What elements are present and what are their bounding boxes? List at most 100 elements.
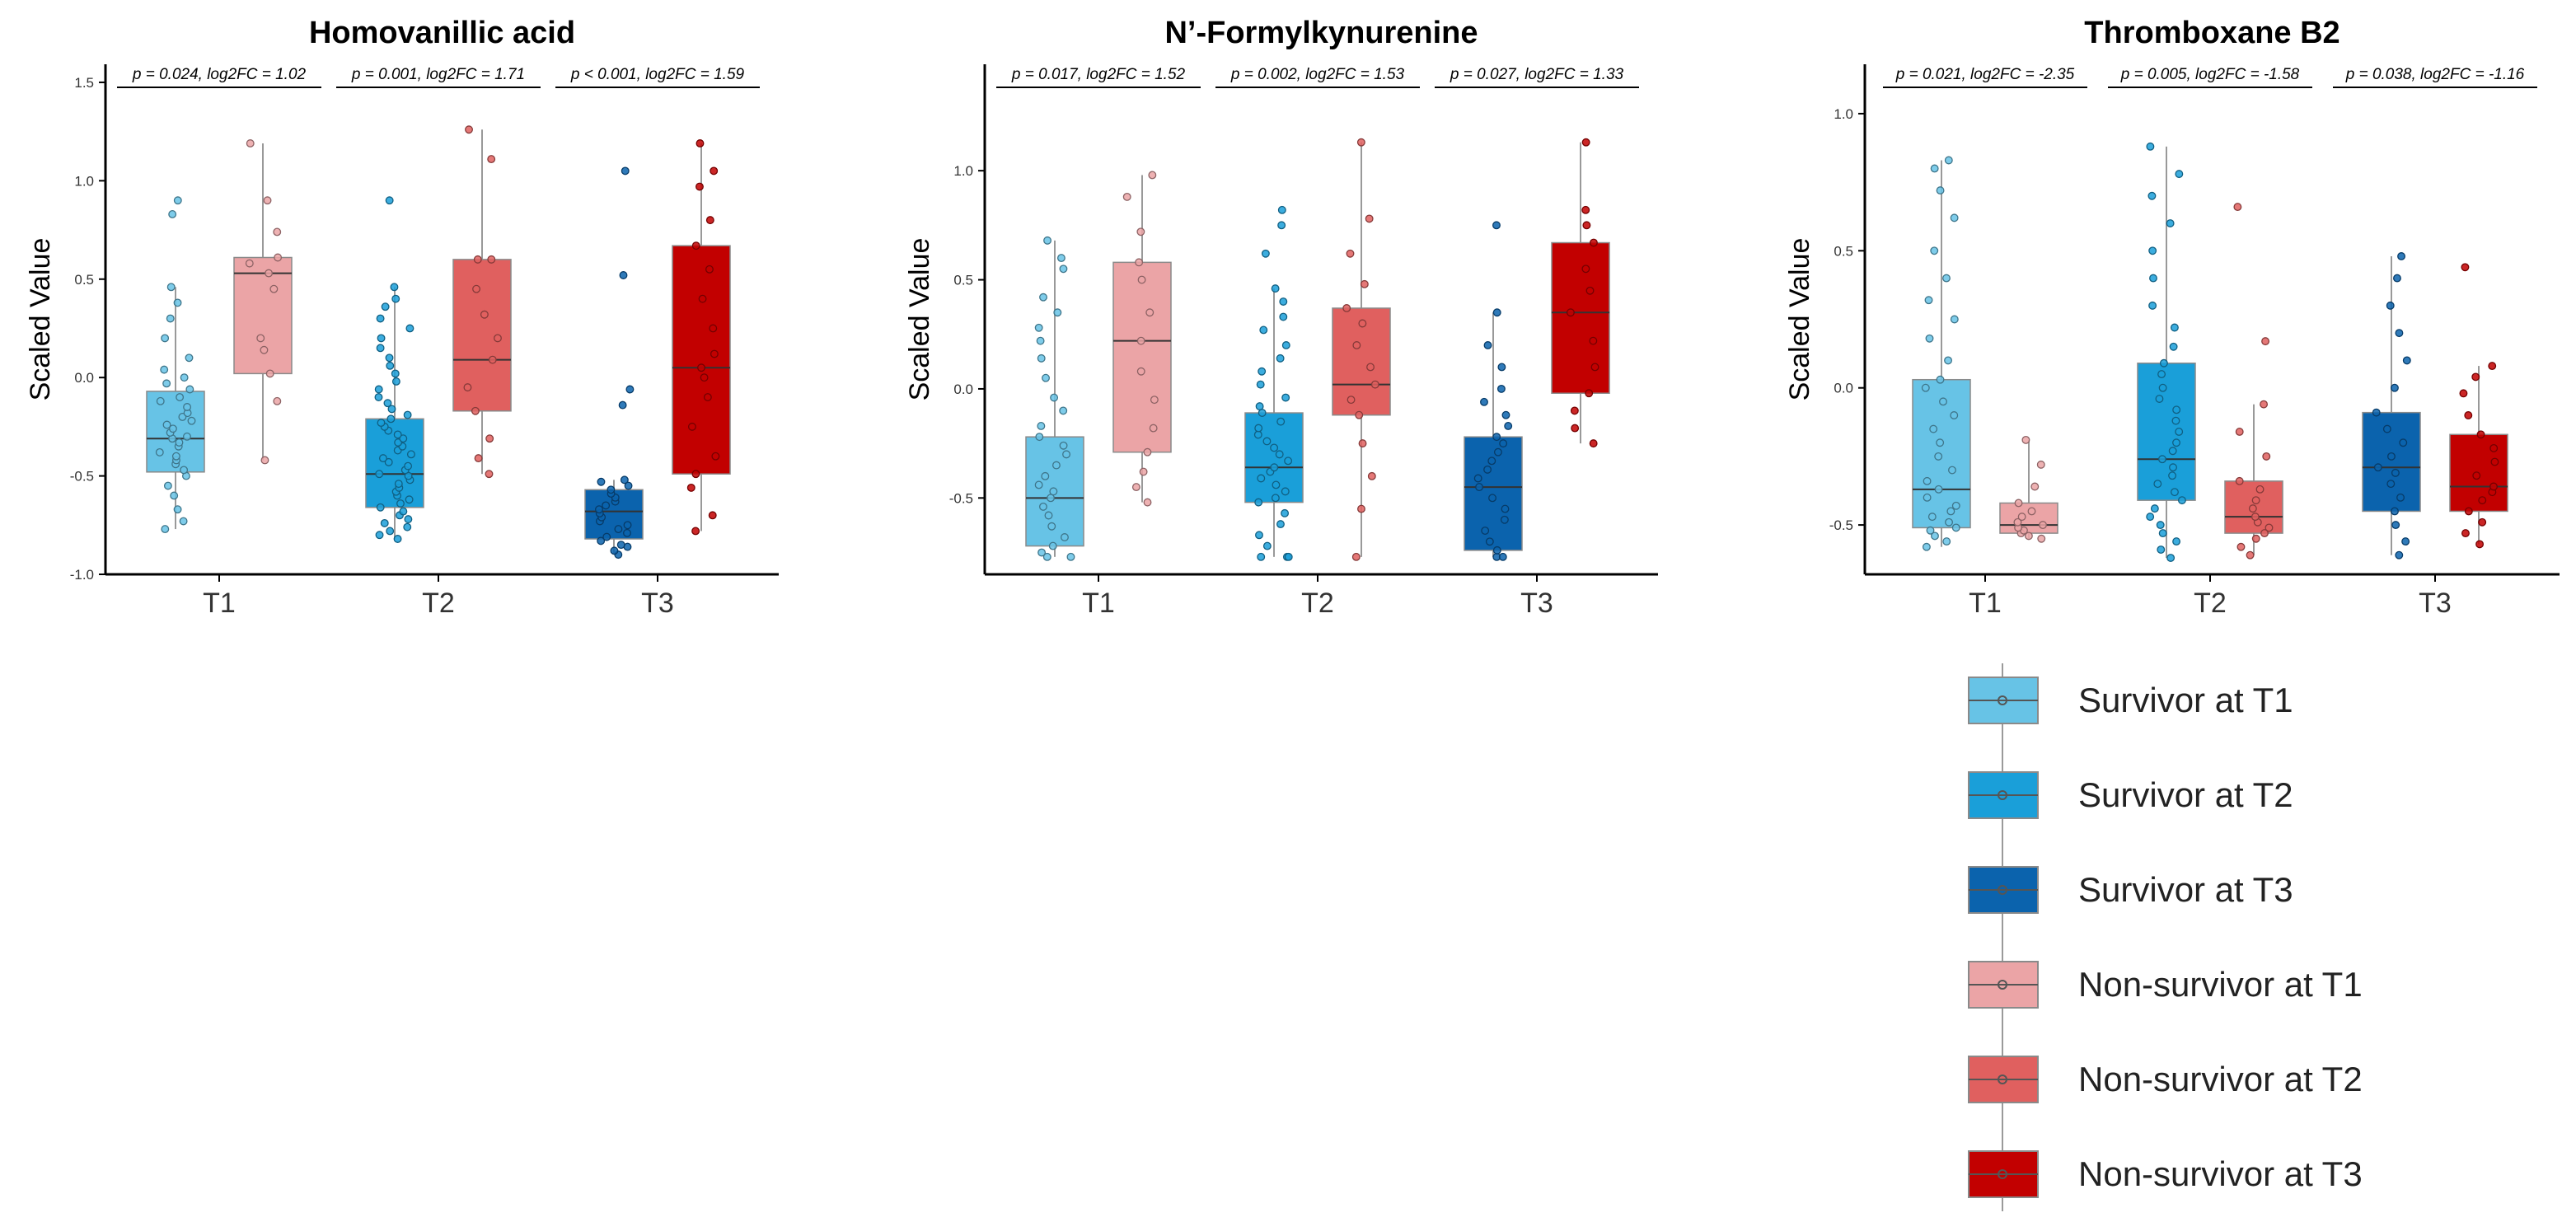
data-point <box>2158 383 2167 392</box>
data-point <box>2472 471 2481 480</box>
data-point <box>2395 550 2404 559</box>
data-point <box>710 166 719 176</box>
data-point <box>1581 138 1590 147</box>
data-point <box>173 505 182 514</box>
box-iqr <box>2137 363 2196 501</box>
data-point <box>374 393 383 402</box>
data-point <box>691 470 700 479</box>
chart-title: Thromboxane B2 <box>2084 16 2339 50</box>
legend-point-marker <box>1998 790 2007 800</box>
data-point <box>1356 138 1365 147</box>
data-point <box>1950 213 1959 222</box>
data-point <box>1281 393 1290 402</box>
data-point <box>616 541 625 550</box>
data-point <box>2382 424 2391 433</box>
data-point <box>625 385 635 394</box>
data-point <box>2146 513 2155 522</box>
legend-point-marker <box>1998 980 2007 990</box>
data-point <box>595 505 603 514</box>
data-point <box>1930 164 1939 173</box>
data-point <box>623 521 632 530</box>
data-point <box>1150 396 1159 405</box>
data-point <box>2175 428 2184 436</box>
data-point <box>1143 447 1152 456</box>
data-point <box>1945 517 1953 527</box>
data-point <box>1360 279 1369 288</box>
data-point <box>2391 468 2400 477</box>
data-point <box>485 434 494 443</box>
x-tick-label: T3 <box>641 588 674 619</box>
data-point <box>256 334 265 343</box>
data-point <box>1279 312 1288 321</box>
data-point <box>1934 452 1943 461</box>
data-point <box>1136 367 1145 376</box>
data-point <box>274 253 283 262</box>
data-point <box>156 396 165 405</box>
data-point <box>2396 493 2405 502</box>
data-point <box>1585 286 1595 295</box>
data-point <box>265 269 274 278</box>
data-point <box>1365 214 1374 223</box>
data-point <box>1950 411 1959 419</box>
data-point <box>2391 507 2399 516</box>
legend-item: Survivor at T2 <box>1968 771 2293 819</box>
data-point <box>375 470 384 479</box>
data-point <box>610 546 619 555</box>
data-point <box>1355 410 1364 419</box>
data-point <box>2246 550 2255 559</box>
data-point <box>2464 507 2473 516</box>
data-point <box>180 373 189 382</box>
data-point <box>1281 487 1290 496</box>
non-survivor-box-T1 <box>233 139 293 465</box>
data-point <box>1059 441 1068 450</box>
data-point <box>1566 308 1575 317</box>
y-tick-label: 0.5 <box>953 273 973 288</box>
p-value-annotation: p = 0.005, log2FC = -1.58 <box>2120 66 2300 83</box>
data-point <box>2461 263 2470 272</box>
x-tick-label: T2 <box>422 588 455 619</box>
box-iqr <box>1551 241 1610 394</box>
data-point <box>2255 485 2265 494</box>
non-survivor-box-T3 <box>672 139 731 536</box>
data-point <box>161 334 170 343</box>
data-point <box>1062 450 1071 459</box>
data-point <box>2387 452 2396 461</box>
data-point <box>697 363 705 372</box>
data-point <box>383 399 392 408</box>
legend-point-marker <box>1998 885 2007 895</box>
data-point <box>2464 411 2473 419</box>
data-point <box>166 283 176 292</box>
data-point <box>2478 496 2487 505</box>
data-point <box>2397 252 2405 260</box>
data-point <box>171 452 180 461</box>
box-iqr <box>452 259 512 412</box>
data-point <box>168 424 177 433</box>
y-tick-label: -0.5 <box>949 490 973 506</box>
data-point <box>162 379 171 388</box>
data-point <box>1042 373 1050 382</box>
legend-point-marker <box>1998 1169 2007 1179</box>
p-value-annotation: p = 0.021, log2FC = -2.35 <box>1895 66 2075 83</box>
data-point <box>386 414 396 424</box>
data-point <box>376 503 385 512</box>
data-point <box>2235 476 2244 485</box>
data-point <box>166 314 175 323</box>
data-point <box>696 182 704 191</box>
data-point <box>2147 191 2157 200</box>
data-point <box>2157 370 2166 379</box>
data-point <box>1481 527 1490 535</box>
y-tick-label: 0.0 <box>1834 381 1853 396</box>
x-tick-label: T3 <box>2419 588 2452 619</box>
data-point <box>404 515 413 524</box>
data-point <box>1948 466 1956 475</box>
data-point <box>711 452 720 461</box>
data-point <box>2248 504 2257 513</box>
data-point <box>480 310 489 319</box>
data-point <box>1145 308 1155 317</box>
data-point <box>377 419 386 428</box>
data-point <box>2166 219 2175 227</box>
y-tick-label: -0.5 <box>1829 517 1853 533</box>
data-point <box>1926 526 1935 535</box>
data-point <box>1500 515 1509 524</box>
data-point <box>1934 485 1943 494</box>
